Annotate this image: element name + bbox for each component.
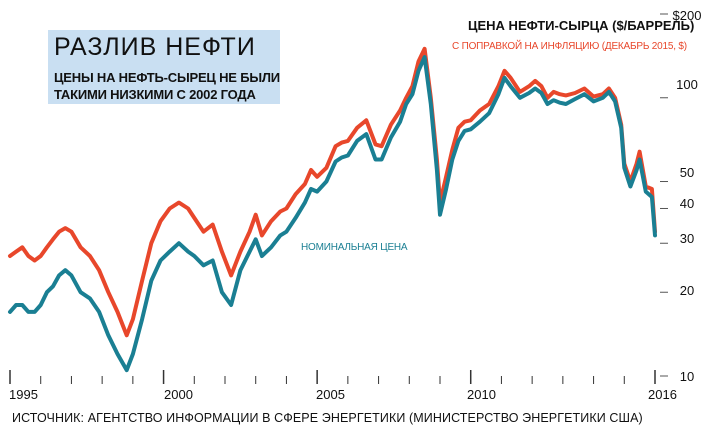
series-layer [8,46,657,373]
x-tick-label: 2010 [467,387,496,402]
series-line-inflation-adjusted [8,46,657,338]
y-tick-label: $200 [672,8,702,23]
legend-nominal: НОМИНАЛЬНАЯ ЦЕНА [301,242,408,253]
gridlines [9,13,668,384]
chart-subtitle-line2: ТАКИМИ НИЗКИМИ С 2002 ГОДА [54,87,256,102]
y-tick-label: 50 [679,165,695,180]
x-tick-label: 2016 [648,387,677,402]
chart-title: РАЗЛИВ НЕФТИ [54,33,256,61]
x-tick-label: 2000 [164,387,193,402]
y-tick-label: 100 [676,77,698,92]
legend-inflation-adjusted: С ПОПРАВКОЙ НА ИНФЛЯЦИЮ (ДЕКАБРЬ 2015, $… [452,41,687,52]
y-tick-label: 30 [679,231,695,246]
y-tick-label: 40 [679,196,695,211]
series-line-nominal [8,55,657,373]
chart-subtitle-line1: ЦЕНЫ НА НЕФТЬ-СЫРЕЦ НЕ БЫЛИ [54,70,280,85]
y-tick-label: 20 [679,283,695,298]
title-box: РАЗЛИВ НЕФТИ ЦЕНЫ НА НЕФТЬ-СЫРЕЦ НЕ БЫЛИ… [48,30,280,104]
x-tick-label: 2005 [316,387,345,402]
x-tick-label: 1995 [9,387,38,402]
y-axis-title: ЦЕНА НЕФТИ-СЫРЦА ($/БАРРЕЛЬ) [468,18,695,33]
y-tick-label: 10 [679,369,695,384]
source-note: ИСТОЧНИК: АГЕНТСТВО ИНФОРМАЦИИ В СФЕРЕ Э… [12,411,643,425]
